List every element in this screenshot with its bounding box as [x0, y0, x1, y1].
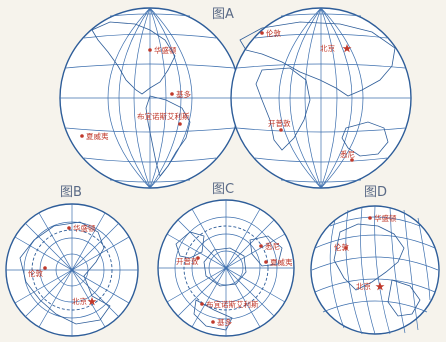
- dot-icon: [43, 266, 47, 270]
- figure-d-city-beijing: 北京: [356, 281, 385, 291]
- city-label: 基多: [217, 317, 232, 327]
- city-label: 伦敦: [334, 242, 349, 252]
- figure-a-city-london: 伦敦: [260, 28, 281, 38]
- star-icon: [375, 282, 385, 291]
- city-label: 夏威夷: [270, 257, 293, 267]
- city-label: 华盛顿: [154, 45, 177, 55]
- star-icon: [87, 297, 97, 306]
- figure-a-label: 图A: [212, 7, 234, 22]
- north-polar-landmass-outline: [333, 223, 405, 291]
- city-label: 布宜诺斯艾利斯: [206, 299, 259, 309]
- figure-a-city-beijing: 北京: [320, 43, 352, 53]
- graticule: [158, 200, 294, 336]
- city-label: 开普敦: [176, 256, 199, 266]
- graticule: [311, 205, 439, 335]
- landmass-outline: [387, 279, 421, 317]
- graticule: [6, 204, 138, 336]
- dot-icon: [344, 246, 348, 250]
- figure-b-city-london: 伦敦: [28, 266, 47, 278]
- figure-c-city-honolulu: 夏威夷: [264, 257, 293, 267]
- dot-icon: [211, 320, 215, 324]
- antarctic-circle: [183, 225, 269, 311]
- dot-icon: [279, 128, 283, 132]
- landmass-outline: [19, 221, 111, 325]
- figure-c-label: 图C: [212, 182, 234, 197]
- figure-b-map: [5, 203, 139, 337]
- city-label: 北京: [320, 43, 335, 53]
- city-label: 基多: [176, 89, 191, 99]
- city-label: 北京: [356, 281, 371, 291]
- city-label: 伦敦: [266, 28, 281, 38]
- figure-c-city-buenos-aires: 布宜诺斯艾利斯: [200, 299, 259, 309]
- graticule: [60, 7, 240, 189]
- dot-icon: [196, 256, 200, 260]
- figure-b-city-washington: 华盛顿: [67, 223, 96, 233]
- south-america-outline: [145, 95, 191, 177]
- city-label: 布宜诺斯艾利斯: [137, 111, 190, 121]
- figure-a-city-honolulu: 夏威夷: [80, 131, 109, 141]
- star-icon: [342, 44, 352, 53]
- dot-icon: [259, 244, 263, 248]
- figure-c-city-sydney: 悉尼: [259, 241, 280, 251]
- australia-outline: [341, 121, 389, 157]
- figure-a-western-hemisphere: [59, 7, 241, 189]
- dot-icon: [350, 158, 354, 162]
- africa-outline: [255, 67, 311, 151]
- figure-c-map: [157, 199, 295, 337]
- antarctica-outline: [203, 247, 247, 287]
- figure-a-city-buenos-aires: 布宜诺斯艾利斯: [137, 111, 190, 126]
- figure-b-city-beijing: 北京: [72, 296, 97, 306]
- landmass-outline: [249, 235, 283, 267]
- dot-icon: [178, 122, 182, 126]
- dot-icon: [67, 226, 71, 230]
- dot-icon: [80, 134, 84, 138]
- figure-d-city-london: 伦敦: [334, 242, 349, 252]
- figure-d-city-washington: 华盛顿: [368, 213, 397, 223]
- landmass-outline: [175, 231, 205, 259]
- city-label: 伦敦: [28, 268, 43, 278]
- figure-d-label: 图D: [364, 185, 387, 200]
- city-label: 华盛顿: [374, 213, 397, 223]
- city-label: 华盛顿: [73, 223, 96, 233]
- figure-a-city-washington: 华盛顿: [148, 45, 177, 55]
- figure-c-city-lima: 基多: [211, 317, 232, 327]
- city-label: 开普敦: [268, 118, 291, 128]
- city-label: 悉尼: [340, 149, 355, 159]
- dot-icon: [148, 48, 152, 52]
- landmass-outline: [193, 299, 233, 331]
- north-america-outline: [91, 21, 176, 95]
- figure-b-label: 图B: [60, 185, 82, 200]
- city-label: 北京: [72, 296, 87, 306]
- figure-c-city-cape-town: 开普敦: [176, 256, 200, 266]
- dot-icon: [264, 260, 268, 264]
- dot-icon: [170, 92, 174, 96]
- dot-icon: [200, 302, 204, 306]
- figure-d-map: [310, 205, 440, 335]
- dot-icon: [368, 216, 372, 220]
- figure-a-city-cape-town: 开普敦: [268, 118, 291, 132]
- graticule: [231, 7, 411, 189]
- arctic-circle: [31, 229, 113, 311]
- eurasia-outline: [239, 21, 396, 97]
- dot-icon: [260, 31, 264, 35]
- city-label: 夏威夷: [86, 131, 109, 141]
- city-label: 悉尼: [265, 241, 280, 251]
- figure-a-city-sydney: 悉尼: [340, 149, 355, 162]
- figure-a-city-lima: 基多: [170, 89, 191, 99]
- figure-a-eastern-hemisphere: [230, 7, 412, 189]
